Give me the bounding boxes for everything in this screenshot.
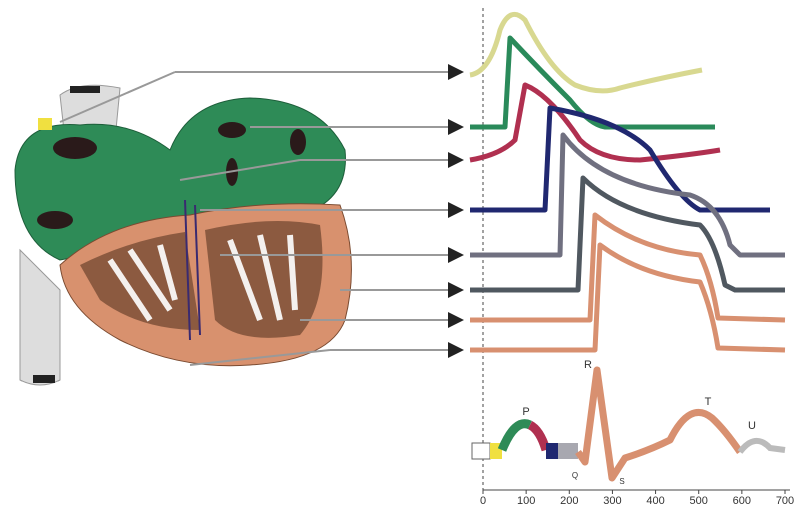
x-ticks: 0 100 200 300 400 500 600 700: [480, 490, 794, 507]
heart: [15, 45, 351, 385]
wave-label: S: [619, 477, 624, 486]
tick-label: 500: [690, 495, 708, 507]
action-potentials: [470, 14, 785, 350]
wave-label: Q: [572, 471, 578, 480]
diagram: 0 100 200 300 400 500 600 700 P Q R S T U: [0, 0, 799, 509]
ecg-trace: [472, 370, 785, 478]
tick-label: 600: [733, 495, 751, 507]
tick-label: 100: [517, 495, 535, 507]
tick-label: 300: [603, 495, 621, 507]
tick-label: 700: [776, 495, 794, 507]
tick-label: 0: [480, 495, 486, 507]
wave-label: P: [522, 406, 529, 418]
tick-label: 200: [560, 495, 578, 507]
wave-label: T: [705, 396, 712, 408]
wave-label: R: [584, 359, 592, 371]
wave-label: U: [748, 420, 756, 432]
tick-label: 400: [646, 495, 664, 507]
